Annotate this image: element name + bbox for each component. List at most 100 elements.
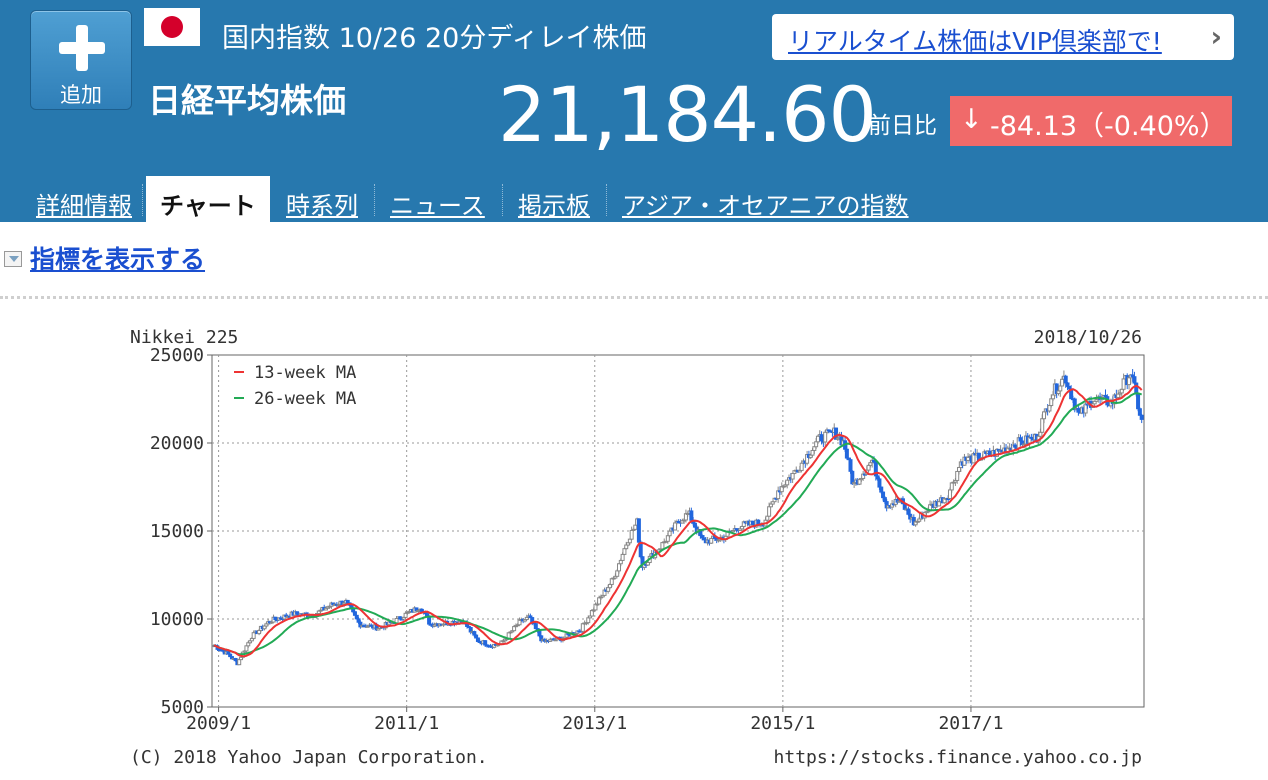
- candle: [427, 616, 432, 625]
- y-axis: 25000 20000 15000 10000 5000: [150, 345, 212, 718]
- candle: [879, 486, 884, 493]
- source-url: https://stocks.finance.yahoo.co.jp: [774, 747, 1142, 768]
- candle: [597, 597, 602, 605]
- candle: [857, 479, 862, 485]
- candle: [947, 489, 952, 500]
- x-tick-label: 2015/1: [750, 713, 815, 734]
- chart-date: 2018/10/26: [1034, 327, 1142, 348]
- candle: [815, 435, 820, 443]
- candle: [475, 637, 480, 642]
- candle: [955, 470, 960, 481]
- candle: [1076, 408, 1081, 413]
- candle: [624, 544, 629, 550]
- candle: [906, 508, 911, 515]
- price-change-value: -84.13（-0.40%）: [990, 111, 1227, 142]
- chart-title: Nikkei 225: [130, 327, 238, 348]
- candle: [850, 470, 855, 485]
- candle: [622, 548, 627, 555]
- candle: [620, 553, 625, 561]
- candle: [533, 623, 538, 630]
- candle: [877, 478, 882, 488]
- candle: [767, 506, 772, 517]
- candle: [881, 491, 886, 499]
- candle: [1132, 376, 1137, 384]
- y-tick-label: 20000: [150, 433, 204, 454]
- tab-chart[interactable]: チャート: [146, 176, 270, 222]
- y-tick-label: 10000: [150, 609, 204, 630]
- expand-toggle-icon[interactable]: [4, 251, 22, 267]
- candle: [949, 482, 954, 491]
- candle: [814, 441, 819, 448]
- candle: [606, 587, 611, 592]
- candle: [823, 431, 828, 443]
- add-button-label: 追加: [60, 83, 102, 107]
- candle: [882, 497, 887, 503]
- candle: [1139, 414, 1144, 420]
- candle: [1049, 398, 1054, 407]
- ma13-line: [213, 384, 1143, 658]
- current-price: 21,184.60: [498, 70, 877, 159]
- candle: [1040, 418, 1045, 433]
- candle: [512, 626, 517, 632]
- y-tick-label: 15000: [150, 521, 204, 542]
- divider: [0, 296, 1268, 299]
- plus-icon: [57, 23, 107, 73]
- candle: [1042, 411, 1047, 420]
- candle: [673, 522, 678, 531]
- tab-history[interactable]: 時系列: [286, 192, 358, 220]
- candle: [1065, 382, 1070, 387]
- candle: [627, 538, 632, 544]
- candle: [866, 464, 871, 471]
- vip-link[interactable]: リアルタイム株価はVIP倶楽部で!: [788, 27, 1162, 56]
- candle: [472, 631, 477, 636]
- candle: [1121, 378, 1126, 390]
- candle: [1136, 393, 1141, 410]
- tab-bbs[interactable]: 掲示板: [518, 192, 590, 220]
- candle: [354, 614, 359, 620]
- tab-details[interactable]: 詳細情報: [36, 192, 132, 220]
- x-tick-label: 2009/1: [186, 713, 251, 734]
- y-tick-label: 25000: [150, 345, 204, 366]
- prev-day-label: 前日比: [868, 113, 937, 139]
- candle: [848, 459, 853, 472]
- x-axis: 2009/1 2011/1 2013/1 2015/1 2017/1: [186, 707, 1003, 734]
- legend: 13-week MA 26-week MA: [234, 363, 356, 409]
- candle: [667, 530, 672, 537]
- candle: [957, 466, 962, 472]
- candle: [537, 630, 542, 637]
- vip-banner-button[interactable]: リアルタイム株価はVIP倶楽部で! ›: [772, 14, 1234, 60]
- candle: [633, 524, 638, 530]
- candle: [615, 570, 620, 577]
- tab-news[interactable]: ニュース: [390, 192, 485, 220]
- candle: [1116, 393, 1121, 399]
- add-to-portfolio-button[interactable]: 追加: [30, 10, 132, 110]
- x-tick-label: 2013/1: [562, 713, 627, 734]
- candle: [1047, 405, 1052, 412]
- candle: [1119, 388, 1124, 394]
- candle: [1060, 378, 1065, 387]
- show-indicators-link[interactable]: 指標を表示する: [30, 245, 206, 274]
- candle: [1038, 431, 1043, 437]
- chevron-right-icon: ›: [1210, 20, 1222, 53]
- y-tick-label: 5000: [161, 697, 204, 718]
- candle: [483, 640, 488, 646]
- candle: [629, 529, 634, 540]
- x-tick-label: 2017/1: [938, 713, 1003, 734]
- price-chart: Nikkei 225 2018/10/26 25000 20000 15000 100…: [130, 327, 1145, 768]
- candle: [237, 659, 242, 666]
- candle: [1063, 375, 1068, 384]
- candle: [660, 542, 665, 550]
- x-tick-label: 2011/1: [374, 713, 439, 734]
- candle: [665, 535, 670, 542]
- copyright: (C) 2018 Yahoo Japan Corporation.: [130, 747, 488, 768]
- tab-asia-oceania-indices[interactable]: アジア・オセアニアの指数: [622, 192, 909, 220]
- candle: [251, 632, 256, 639]
- candle: [1127, 377, 1132, 386]
- market-info: 国内指数 10/26 20分ディレイ株価: [222, 23, 647, 54]
- candle: [1058, 385, 1063, 392]
- candle: [580, 623, 585, 632]
- candle: [356, 618, 361, 623]
- candle: [617, 563, 622, 572]
- candle: [810, 449, 815, 456]
- candle: [1051, 394, 1056, 400]
